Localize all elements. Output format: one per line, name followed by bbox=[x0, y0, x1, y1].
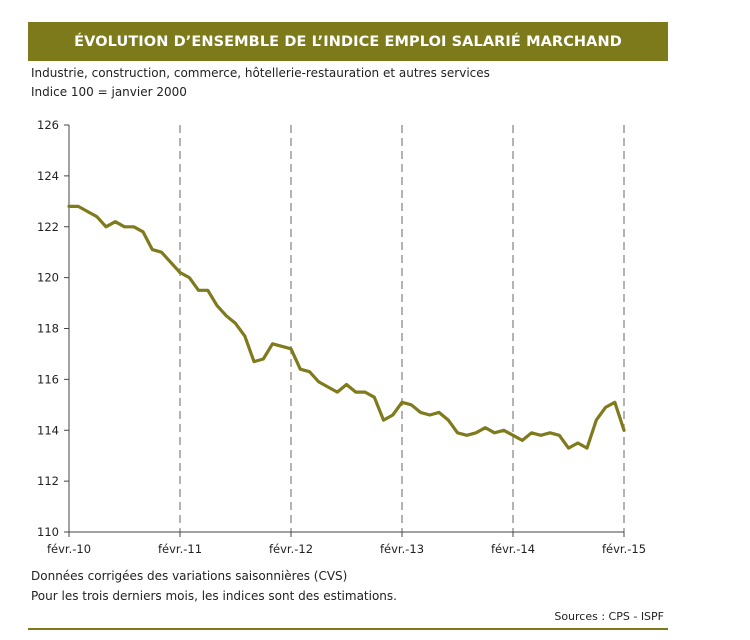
note-estimations: Pour les trois derniers mois, les indice… bbox=[31, 589, 397, 603]
y-tick-label: 122 bbox=[37, 220, 59, 234]
x-tick-label: févr.-12 bbox=[269, 542, 313, 556]
subtitle-base-index: Indice 100 = janvier 2000 bbox=[31, 85, 187, 99]
axis-layer bbox=[64, 124, 625, 537]
x-tick-label: févr.-15 bbox=[602, 542, 646, 556]
y-tick-label: 112 bbox=[37, 474, 59, 488]
subtitle-sectors: Industrie, construction, commerce, hôtel… bbox=[31, 66, 490, 80]
chart-title-banner: ÉVOLUTION D’ENSEMBLE DE L’INDICE EMPLOI … bbox=[28, 22, 668, 61]
y-tick-label: 118 bbox=[37, 322, 59, 336]
series-layer bbox=[67, 204, 626, 450]
series-line bbox=[67, 204, 626, 450]
y-tick-label: 120 bbox=[37, 271, 59, 285]
x-tick-label: févr.-14 bbox=[491, 542, 535, 556]
note-cvs: Données corrigées des variations saisonn… bbox=[31, 569, 348, 583]
y-tick-label: 126 bbox=[37, 118, 59, 132]
y-tick-label: 124 bbox=[37, 169, 59, 183]
footer-rule bbox=[28, 628, 668, 630]
y-tick-label: 114 bbox=[37, 423, 59, 437]
source-credit: Sources : CPS - ISPF bbox=[554, 610, 664, 623]
y-tick-label: 110 bbox=[37, 525, 59, 539]
x-tick-label: févr.-13 bbox=[380, 542, 424, 556]
grid-layer bbox=[179, 125, 625, 532]
label-layer: févr.-10 févr.-11 févr.-12 févr.-13 févr.-14… bbox=[37, 118, 646, 556]
y-tick-label: 116 bbox=[37, 372, 59, 386]
x-tick-label: févr.-10 bbox=[47, 542, 91, 556]
chart-title: ÉVOLUTION D’ENSEMBLE DE L’INDICE EMPLOI … bbox=[74, 33, 622, 50]
x-tick-label: févr.-11 bbox=[158, 542, 202, 556]
